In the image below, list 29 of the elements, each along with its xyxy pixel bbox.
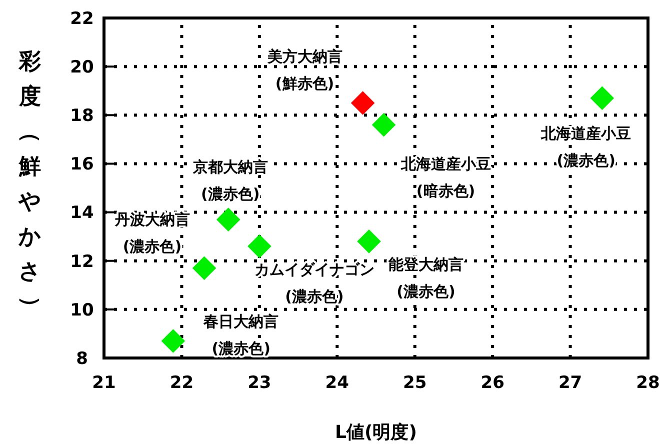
y-tick-label: 10 bbox=[70, 300, 94, 320]
x-tick-label: 25 bbox=[403, 373, 427, 393]
y-tick-label: 18 bbox=[70, 106, 94, 126]
point bbox=[248, 234, 272, 258]
y-tick-label: 14 bbox=[70, 203, 94, 224]
y-tick-label: 8 bbox=[76, 348, 88, 369]
point bbox=[357, 230, 381, 254]
x-tick-label: 28 bbox=[636, 373, 660, 393]
y-axis-title: 彩度（鮮やかさ） bbox=[18, 50, 42, 318]
x-tick-label: 27 bbox=[558, 373, 582, 393]
point bbox=[372, 112, 396, 137]
y-tick-label: 20 bbox=[70, 58, 94, 78]
point bbox=[590, 86, 614, 110]
annotation: 丹波大納言 (濃赤色) bbox=[114, 210, 190, 256]
x-tick-label: 21 bbox=[92, 373, 116, 393]
x-axis-title: L値(明度) bbox=[335, 422, 417, 443]
x-tick-label: 26 bbox=[480, 373, 504, 393]
y-tick-label: 16 bbox=[70, 154, 94, 175]
x-tick-label: 22 bbox=[170, 373, 194, 393]
x-tick-label: 24 bbox=[325, 373, 350, 393]
point bbox=[350, 91, 375, 115]
point bbox=[161, 329, 186, 353]
point bbox=[192, 256, 216, 280]
x-tick-label: 23 bbox=[248, 373, 272, 393]
y-tick-label: 12 bbox=[70, 252, 94, 272]
annotation: 春日大納言 (濃赤色) bbox=[202, 312, 279, 358]
point bbox=[216, 208, 240, 232]
y-tick-label: 22 bbox=[70, 8, 94, 29]
annotation: 美方大納言 (鮮赤色) bbox=[266, 47, 342, 92]
